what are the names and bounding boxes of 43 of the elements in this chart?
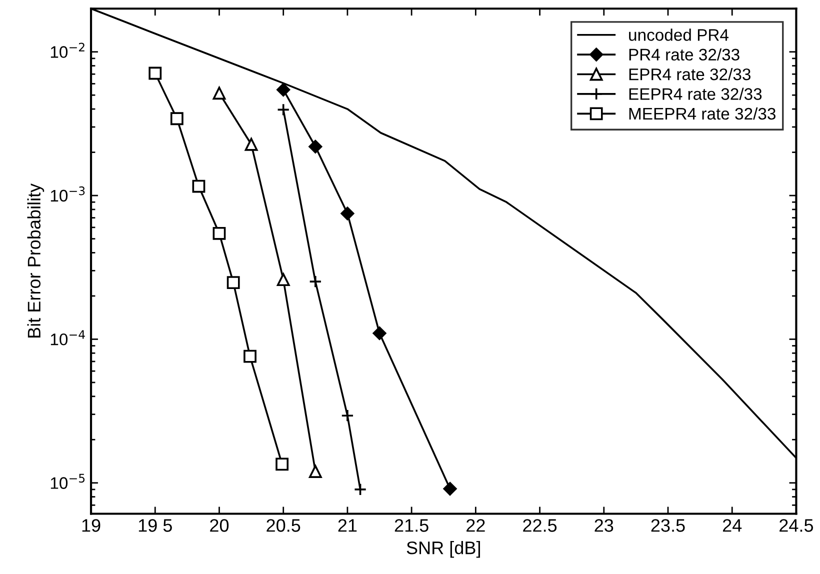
x-tick-label: 23 (594, 519, 614, 532)
point (308, 275, 322, 288)
point (212, 86, 226, 100)
legend-label: uncoded PR4 (629, 28, 729, 41)
point (276, 273, 290, 286)
x-tick-label: 22 (466, 519, 485, 532)
point (276, 103, 290, 116)
x-tick-label: 22.5 (523, 519, 557, 532)
x-axis-title: SNR [dB] (406, 540, 480, 558)
point (443, 482, 457, 496)
point (354, 483, 367, 496)
point (212, 226, 226, 240)
point (308, 465, 322, 478)
legend-label: EEPR4 rate 32/33 (629, 88, 762, 100)
point (276, 82, 290, 97)
x-tick-label: 19 (82, 519, 100, 532)
x-tick-label: 24.5 (780, 519, 814, 532)
legend-label: PR4 rate 32/33 (629, 48, 740, 61)
point (226, 276, 240, 289)
y-tick-label: 10$^{−4}$ (50, 330, 85, 346)
x-tick-label: 20 (210, 519, 229, 532)
point (372, 326, 386, 340)
point (276, 458, 289, 471)
point (192, 180, 206, 193)
point (340, 206, 354, 220)
x-tick-label: 21.5 (394, 519, 428, 532)
point (308, 140, 322, 154)
point (148, 66, 162, 80)
y-tick-label: 10$^{−3}$ (50, 186, 85, 202)
y-tick-label: 10$^{−2}$ (50, 42, 84, 58)
x-tick-label: 21 (338, 519, 357, 532)
x-tick-label: 20.5 (266, 519, 300, 532)
point (170, 112, 184, 126)
x-tick-label: 19 5 (138, 519, 172, 532)
legend-label: EPR4 rate 32/33 (629, 68, 750, 80)
point (340, 409, 354, 422)
x-tick-label: 24 (722, 519, 742, 532)
x-tick-label: 23.5 (651, 519, 685, 532)
legend-label: MEEPR4 rate 32/33 (629, 107, 776, 120)
point (244, 138, 258, 151)
point (244, 350, 256, 363)
y-axis-title: Bit Error Probability (27, 183, 44, 338)
y-tick-label: 10$^{−5}$ (50, 474, 85, 489)
